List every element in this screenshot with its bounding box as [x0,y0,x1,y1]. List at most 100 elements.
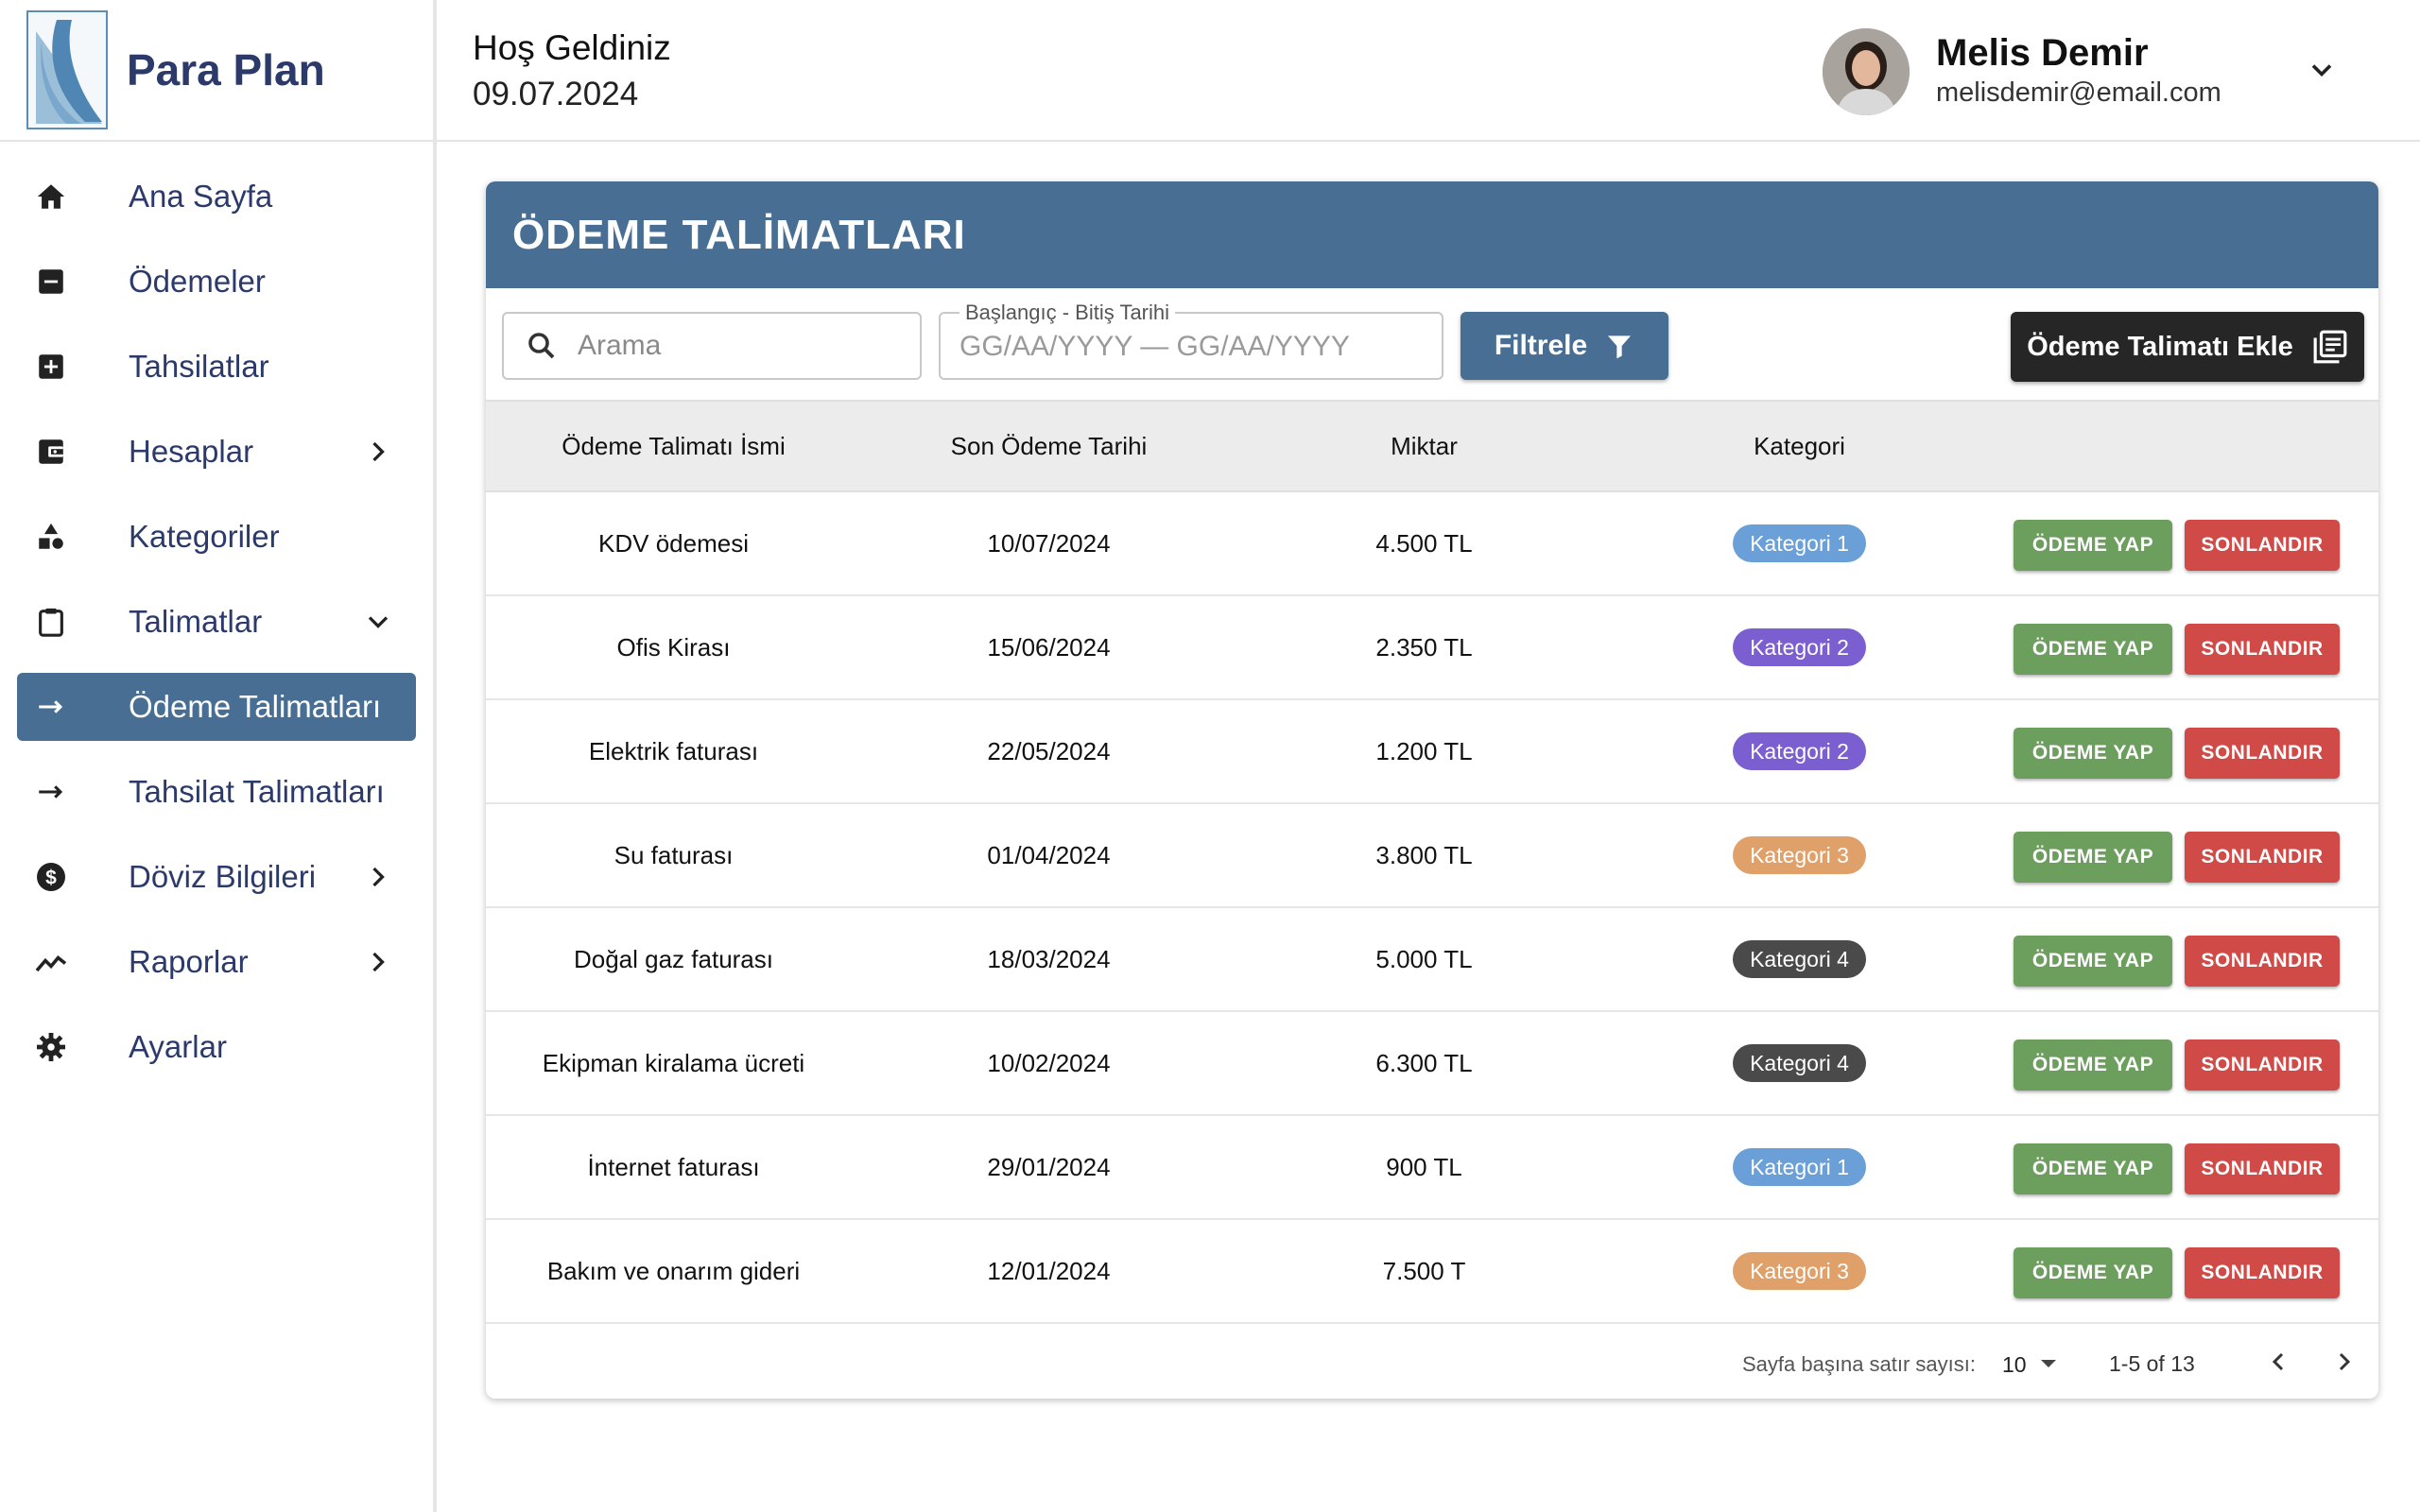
sidebar-item-label: Tahsilatlar [129,349,269,384]
category-badge: Kategori 3 [1733,836,1866,874]
column-header-due-date[interactable]: Son Ödeme Tarihi [950,431,1148,460]
terminate-button[interactable]: SONLANDIR [2185,728,2340,779]
table-header: Ödeme Talimatı İsmi Son Ödeme Tarihi Mik… [486,400,2378,492]
terminate-button[interactable]: SONLANDIR [2185,520,2340,571]
terminate-button[interactable]: SONLANDIR [2185,624,2340,675]
sidebar-item-tahsilatlar[interactable]: Tahsilatlar [17,333,416,401]
top-header: Hoş Geldiniz 09.07.2024 Melis Demir meli… [437,0,2420,142]
caret-down-icon[interactable] [2038,1356,2059,1371]
row-name: Su faturası [614,840,734,869]
sidebar-nav: Ana Sayfa Ödemeler Tahsilatlar Hesaplar [0,142,433,1081]
sidebar-item-kategoriler[interactable]: Kategoriler [17,503,416,571]
table-row: KDV ödemesi 10/07/2024 4.500 TL Kategori… [486,492,2378,596]
category-badge: Kategori 3 [1733,1252,1866,1290]
row-due-date: 29/01/2024 [987,1152,1111,1181]
add-payment-instruction-button[interactable]: Ödeme Talimatı Ekle [2011,312,2364,382]
chevron-right-icon[interactable] [2329,1347,2360,1377]
date-range-field[interactable]: Başlangıç - Bitiş Tarihi GG/AA/YYYY — GG… [939,301,1443,380]
search-input[interactable] [578,330,899,362]
chevron-left-icon[interactable] [2263,1347,2293,1377]
row-due-date: 12/01/2024 [987,1256,1111,1285]
row-category-cell: Kategori 4 [1612,908,1987,1010]
chevron-right-icon [372,867,385,887]
column-header-name[interactable]: Ödeme Talimatı İsmi [562,431,786,460]
terminate-button[interactable]: SONLANDIR [2185,936,2340,987]
terminate-button[interactable]: SONLANDIR [2185,1247,2340,1298]
sidebar-item-tahsilat-talimatlari[interactable]: Tahsilat Talimatları [17,758,416,826]
arrow-right-icon [32,773,70,811]
rows-per-page-select[interactable]: 10 [2002,1352,2027,1377]
sidebar: Para Plan Ana Sayfa Ödemeler Tahsilatlar… [0,0,437,1512]
row-amount: 900 TL [1386,1152,1462,1181]
search-box[interactable] [502,312,922,380]
row-name: Bakım ve onarım gideri [546,1256,801,1285]
date-range-placeholder: GG/AA/YYYY — GG/AA/YYYY [959,331,1350,362]
row-name: Ekipman kiralama ücreti [542,1048,805,1077]
table-body: KDV ödemesi 10/07/2024 4.500 TL Kategori… [486,492,2378,1324]
table-row: Elektrik faturası 22/05/2024 1.200 TL Ka… [486,700,2378,804]
filter-icon [1608,335,1632,359]
sidebar-item-doviz-bilgileri[interactable]: $ Döviz Bilgileri [17,843,416,911]
sidebar-item-label: Kategoriler [129,519,280,554]
chevron-down-icon[interactable] [2305,53,2339,87]
add-button-label: Ödeme Talimatı Ekle [2027,331,2293,362]
minus-box-icon [32,263,70,301]
sidebar-item-hesaplar[interactable]: Hesaplar [17,418,416,486]
row-category-cell: Kategori 3 [1612,1220,1987,1322]
user-name: Melis Demir [1936,32,2149,74]
logo[interactable]: Para Plan [0,0,433,142]
date-range-label: Başlangıç - Bitiş Tarihi [959,301,1176,325]
row-due-date: 22/05/2024 [987,736,1111,765]
row-category-cell: Kategori 2 [1612,596,1987,698]
row-name: Ofis Kirası [616,632,731,662]
pagination: Sayfa başına satır sayısı: 10 1-5 of 13 [486,1324,2378,1399]
pay-button[interactable]: ÖDEME YAP [2014,728,2172,779]
row-category-cell: Kategori 1 [1612,1116,1987,1218]
row-amount: 6.300 TL [1375,1048,1473,1077]
terminate-button[interactable]: SONLANDIR [2185,1040,2340,1091]
sidebar-item-raporlar[interactable]: Raporlar [17,928,416,996]
filter-button[interactable]: Filtrele [1461,312,1668,380]
row-amount: 3.800 TL [1375,840,1473,869]
row-due-date: 01/04/2024 [987,840,1111,869]
clipboard-icon [32,603,70,641]
row-name: Doğal gaz faturası [573,944,773,973]
sidebar-item-ana-sayfa[interactable]: Ana Sayfa [17,163,416,231]
row-category-cell: Kategori 3 [1612,804,1987,906]
chevron-right-icon [372,952,385,972]
search-icon [528,333,555,359]
avatar[interactable] [1823,28,1910,115]
row-name: KDV ödemesi [598,528,749,558]
row-category-cell: Kategori 4 [1612,1012,1987,1114]
sidebar-item-label: Ödemeler [129,264,266,299]
page-range: 1-5 of 13 [2109,1351,2195,1376]
column-header-amount[interactable]: Miktar [1391,431,1458,460]
pay-button[interactable]: ÖDEME YAP [2014,1040,2172,1091]
column-header-category[interactable]: Kategori [1754,431,1845,460]
row-amount: 7.500 T [1382,1256,1466,1285]
toolbar: Başlangıç - Bitiş Tarihi GG/AA/YYYY — GG… [486,288,2378,400]
pay-button[interactable]: ÖDEME YAP [2014,832,2172,883]
sidebar-item-label: Ana Sayfa [129,179,273,214]
sidebar-item-talimatlar[interactable]: Talimatlar [17,588,416,656]
table-row: İnternet faturası 29/01/2024 900 TL Kate… [486,1116,2378,1220]
terminate-button[interactable]: SONLANDIR [2185,832,2340,883]
home-icon [32,178,70,215]
pay-button[interactable]: ÖDEME YAP [2014,624,2172,675]
table-row: Su faturası 01/04/2024 3.800 TL Kategori… [486,804,2378,908]
sidebar-item-odeme-talimatlari[interactable]: Ödeme Talimatları [17,673,416,741]
sidebar-item-ayarlar[interactable]: Ayarlar [17,1013,416,1081]
pay-button[interactable]: ÖDEME YAP [2014,520,2172,571]
pay-button[interactable]: ÖDEME YAP [2014,1247,2172,1298]
category-badge: Kategori 1 [1733,1148,1866,1186]
pay-button[interactable]: ÖDEME YAP [2014,936,2172,987]
sidebar-item-label: Tahsilat Talimatları [129,774,385,809]
sidebar-item-odemeler[interactable]: Ödemeler [17,248,416,316]
row-due-date: 10/07/2024 [987,528,1111,558]
sidebar-item-label: Raporlar [129,944,249,979]
row-due-date: 18/03/2024 [987,944,1111,973]
document-list-icon [2313,330,2347,364]
pay-button[interactable]: ÖDEME YAP [2014,1143,2172,1194]
row-amount: 4.500 TL [1375,528,1473,558]
terminate-button[interactable]: SONLANDIR [2185,1143,2340,1194]
